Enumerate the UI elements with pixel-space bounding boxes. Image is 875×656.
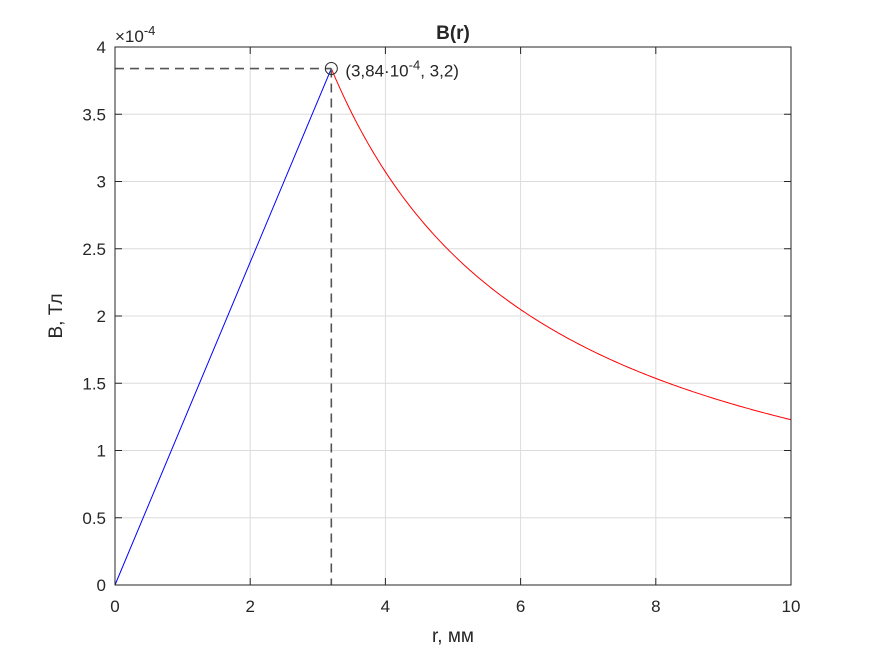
- ticks: [114, 46, 792, 586]
- chart-title: B(r): [436, 23, 470, 44]
- y-tick-label: 0: [97, 576, 106, 595]
- x-tick-label: 6: [516, 597, 525, 616]
- x-tick-label: 8: [651, 597, 660, 616]
- y-tick-label: 3: [97, 173, 106, 192]
- y-tick-label: 0.5: [82, 509, 106, 528]
- x-tick-label: 4: [381, 597, 390, 616]
- peak-marker: [324, 62, 338, 76]
- y-tick-label: 2.5: [82, 240, 106, 259]
- y-axis-label: B, Тл: [46, 293, 67, 338]
- peak-annotation-prefix: (3,84·10: [345, 62, 408, 81]
- series-line: [114, 68, 332, 586]
- y-axis-exponent: ×10-4: [115, 23, 155, 46]
- x-axis-label: r, мм: [432, 626, 474, 647]
- y-tick-label: 3.5: [82, 105, 106, 124]
- peak-annotation: (3,84·10-4, 3,2): [345, 58, 459, 81]
- series-line: [330, 68, 792, 421]
- y-exponent-power: -4: [144, 23, 156, 38]
- y-tick-label: 2: [97, 307, 106, 326]
- y-tick-label: 1.5: [82, 374, 106, 393]
- peak-annotation-suffix: , 3,2): [420, 62, 459, 81]
- series-layer: [114, 68, 792, 586]
- tick-labels: 0 2 4 6 8 10 0 0.5 1 1.5 2 2.5 3 3.5 4: [82, 38, 800, 616]
- y-tick-label: 1: [97, 442, 106, 461]
- y-exponent-base: ×10: [115, 27, 144, 46]
- y-tick-label: 4: [97, 38, 106, 57]
- x-tick-label: 0: [110, 597, 119, 616]
- guide-lines: [115, 67, 333, 585]
- x-tick-label: 10: [782, 597, 801, 616]
- grid: [114, 46, 792, 586]
- peak-annotation-exp: -4: [409, 58, 421, 73]
- x-tick-label: 2: [245, 597, 254, 616]
